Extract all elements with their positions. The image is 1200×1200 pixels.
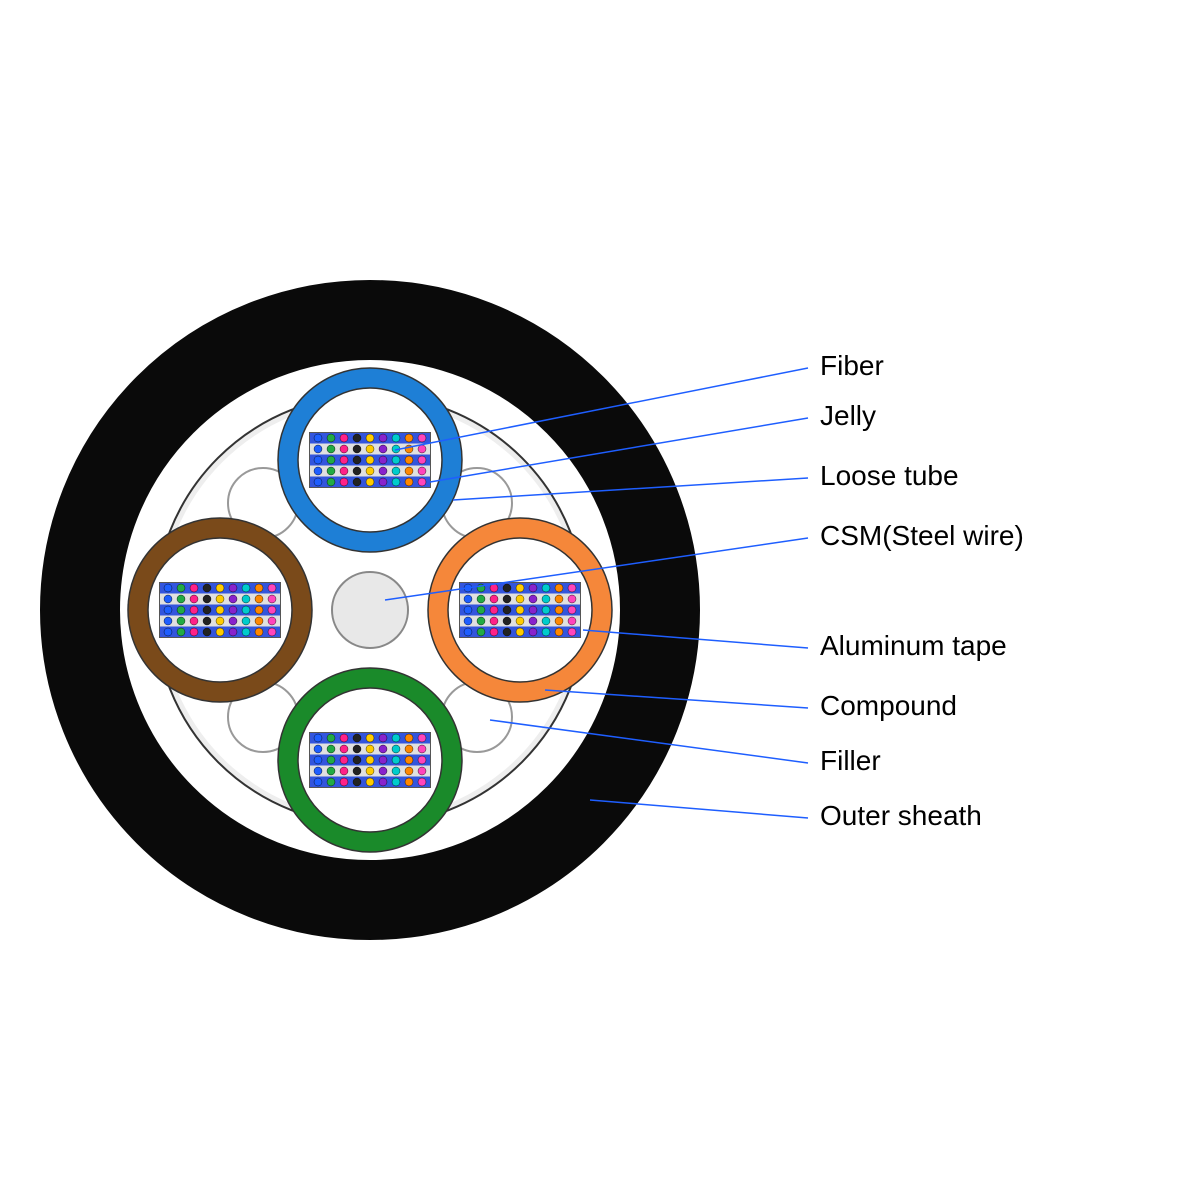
component-label: Loose tube: [820, 460, 959, 492]
fiber-ribbon-cluster: [160, 583, 281, 638]
component-label: Fiber: [820, 350, 884, 382]
component-label: Aluminum tape: [820, 630, 1007, 662]
fiber-ribbon-cluster: [310, 433, 431, 488]
fiber-ribbon-cluster: [460, 583, 581, 638]
component-label: Outer sheath: [820, 800, 982, 832]
csm-steel-wire: [332, 572, 408, 648]
component-label: CSM(Steel wire): [820, 520, 1024, 552]
component-label: Compound: [820, 690, 957, 722]
component-label: Filler: [820, 745, 881, 777]
fiber-ribbon-cluster: [310, 733, 431, 788]
cable-cross-section-diagram: [0, 0, 1200, 1200]
component-label: Jelly: [820, 400, 876, 432]
